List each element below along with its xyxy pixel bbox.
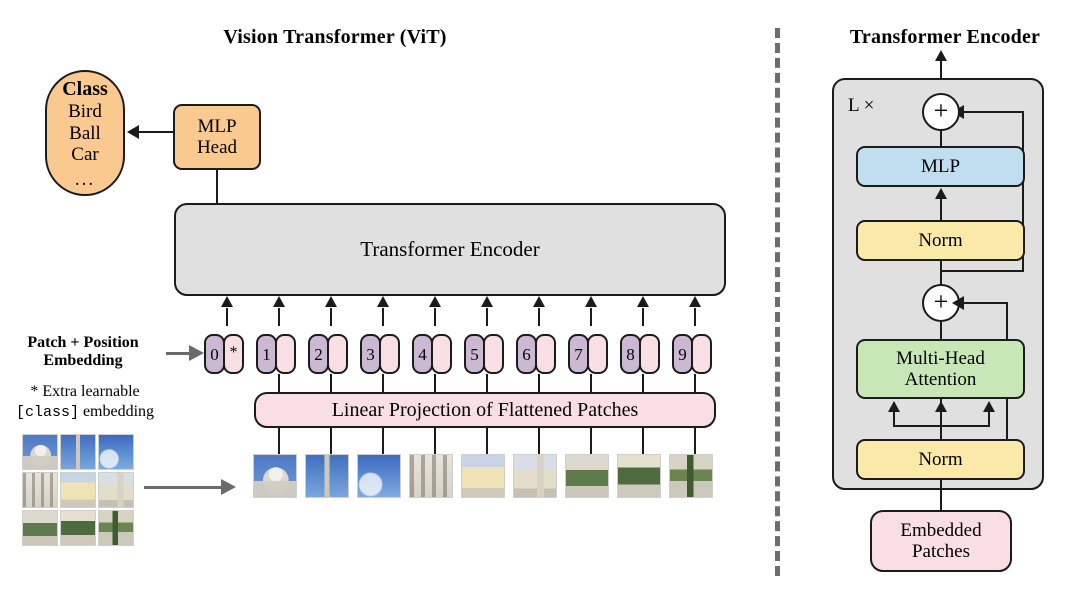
patch-position-embedding-label: Patch + Position Embedding bbox=[8, 334, 158, 371]
right-panel-title: Transformer Encoder bbox=[849, 26, 1041, 48]
transformer-encoder-label: Transformer Encoder bbox=[360, 236, 540, 261]
mlp-label: MLP bbox=[920, 155, 961, 177]
mlp-head-to-encoder-line bbox=[216, 170, 219, 204]
norm-top-to-mlp-arrowhead bbox=[935, 188, 947, 199]
token-6-patch bbox=[535, 334, 556, 374]
class-pill-header: Class bbox=[62, 77, 108, 100]
class-item-bird: Bird bbox=[68, 101, 102, 123]
norm-bottom-box: Norm bbox=[856, 439, 1025, 480]
token-7: 7 bbox=[568, 334, 589, 374]
token-7-patch bbox=[587, 334, 608, 374]
mlp-box: MLP bbox=[856, 146, 1025, 187]
residual-mlp-bottom-horizontal bbox=[941, 270, 1024, 273]
token-4: 4 bbox=[412, 334, 433, 374]
class-item-ball: Ball bbox=[69, 122, 101, 144]
token-9-patch bbox=[691, 334, 712, 374]
embedded-patches-to-norm-line bbox=[940, 480, 943, 512]
token-2: 2 bbox=[308, 334, 329, 374]
encoder-repeat-label: L × bbox=[848, 95, 875, 116]
linear-projection-label: Linear Projection of Flattened Patches bbox=[331, 398, 639, 421]
token-1-patch bbox=[275, 334, 296, 374]
source-patch-r1c3 bbox=[98, 434, 134, 470]
token-0: 0 bbox=[204, 334, 225, 374]
add-top-to-mlp-line bbox=[940, 131, 943, 147]
token-8: 8 bbox=[620, 334, 641, 374]
residual-attn-arrowhead bbox=[952, 296, 964, 310]
source-patch-r1c2 bbox=[60, 434, 96, 470]
source-patch-r2c1 bbox=[22, 472, 58, 508]
grid-to-sequence-shaft bbox=[144, 486, 222, 489]
token-9: 9 bbox=[672, 334, 693, 374]
norm-top-label: Norm bbox=[918, 229, 963, 251]
source-patch-r3c1 bbox=[22, 510, 58, 546]
sequence-patch-9 bbox=[669, 454, 713, 498]
token-1: 1 bbox=[256, 334, 277, 374]
residual-attn-top-horizontal bbox=[962, 302, 1008, 305]
attention-label-line1: Multi-Head bbox=[896, 347, 985, 369]
grid-to-sequence-arrowhead bbox=[221, 479, 236, 495]
embedded-patches-label-line2: Patches bbox=[911, 541, 971, 562]
token-5-patch bbox=[483, 334, 504, 374]
transformer-encoder-box: Transformer Encoder bbox=[174, 203, 726, 296]
attention-label-line2: Attention bbox=[904, 369, 977, 390]
patch-position-label-line1: Patch + Position bbox=[27, 334, 139, 351]
mlp-to-class-arrowhead bbox=[127, 125, 139, 139]
embedding-pointer-shaft bbox=[166, 352, 190, 355]
sequence-patch-5 bbox=[461, 454, 505, 498]
multi-head-attention-box: Multi-Head Attention bbox=[856, 339, 1025, 399]
source-patch-r2c3 bbox=[98, 472, 134, 508]
mlp-head-label-line2: Head bbox=[196, 137, 238, 158]
encoder-output-line bbox=[940, 58, 943, 90]
sequence-patch-1 bbox=[253, 454, 297, 498]
extra-learnable-note: * Extra learnable [class] embedding bbox=[6, 382, 164, 423]
token-4-patch bbox=[431, 334, 452, 374]
sequence-patch-4 bbox=[409, 454, 453, 498]
source-patch-r3c3 bbox=[98, 510, 134, 546]
token-3: 3 bbox=[360, 334, 381, 374]
token-2-patch bbox=[327, 334, 348, 374]
embedded-patches-box: Embedded Patches bbox=[870, 510, 1012, 572]
norm-top-to-mlp-line bbox=[940, 198, 943, 220]
token-6: 6 bbox=[516, 334, 537, 374]
linear-projection-box: Linear Projection of Flattened Patches bbox=[254, 392, 716, 428]
add-top-circle: + bbox=[922, 93, 960, 131]
mlp-head-label-line1: MLP bbox=[197, 115, 237, 137]
residual-mlp-vertical bbox=[1022, 112, 1025, 272]
class-token-tail: embedding bbox=[78, 403, 155, 420]
token-0-class-star: * bbox=[223, 334, 244, 374]
encoder-output-arrowhead bbox=[935, 50, 947, 61]
sequence-patch-3 bbox=[357, 454, 401, 498]
token-3-patch bbox=[379, 334, 400, 374]
left-panel-title: Vision Transformer (ViT) bbox=[223, 26, 447, 48]
class-ellipsis: ... bbox=[74, 169, 96, 191]
class-item-car: Car bbox=[71, 144, 99, 166]
mlp-to-class-line bbox=[139, 131, 173, 134]
sequence-patch-2 bbox=[305, 454, 349, 498]
mlp-head-box: MLP Head bbox=[173, 104, 261, 170]
residual-mlp-top-horizontal bbox=[962, 111, 1024, 114]
source-patch-r3c2 bbox=[60, 510, 96, 546]
token-5: 5 bbox=[464, 334, 485, 374]
class-output-pill: Class Bird Ball Car ... bbox=[45, 70, 125, 196]
extra-learnable-note-line2: [class] embedding bbox=[6, 402, 164, 423]
norm-bottom-label: Norm bbox=[918, 448, 963, 470]
panel-divider bbox=[775, 28, 780, 576]
sequence-patch-7 bbox=[565, 454, 609, 498]
source-patch-r1c1 bbox=[22, 434, 58, 470]
class-token-literal: [class] bbox=[15, 404, 79, 421]
extra-learnable-note-line1: * Extra learnable bbox=[30, 383, 140, 400]
sequence-patch-8 bbox=[617, 454, 661, 498]
embedding-pointer-arrowhead bbox=[189, 345, 204, 361]
source-patch-r2c2 bbox=[60, 472, 96, 508]
patch-position-label-line2: Embedding bbox=[43, 352, 123, 370]
sequence-patch-6 bbox=[513, 454, 557, 498]
norm-top-to-add-mid-line bbox=[940, 261, 943, 290]
embedded-patches-label-line1: Embedded bbox=[900, 519, 982, 541]
norm-top-box: Norm bbox=[856, 220, 1025, 261]
token-8-patch bbox=[639, 334, 660, 374]
add-mid-to-attention-line bbox=[940, 322, 943, 340]
